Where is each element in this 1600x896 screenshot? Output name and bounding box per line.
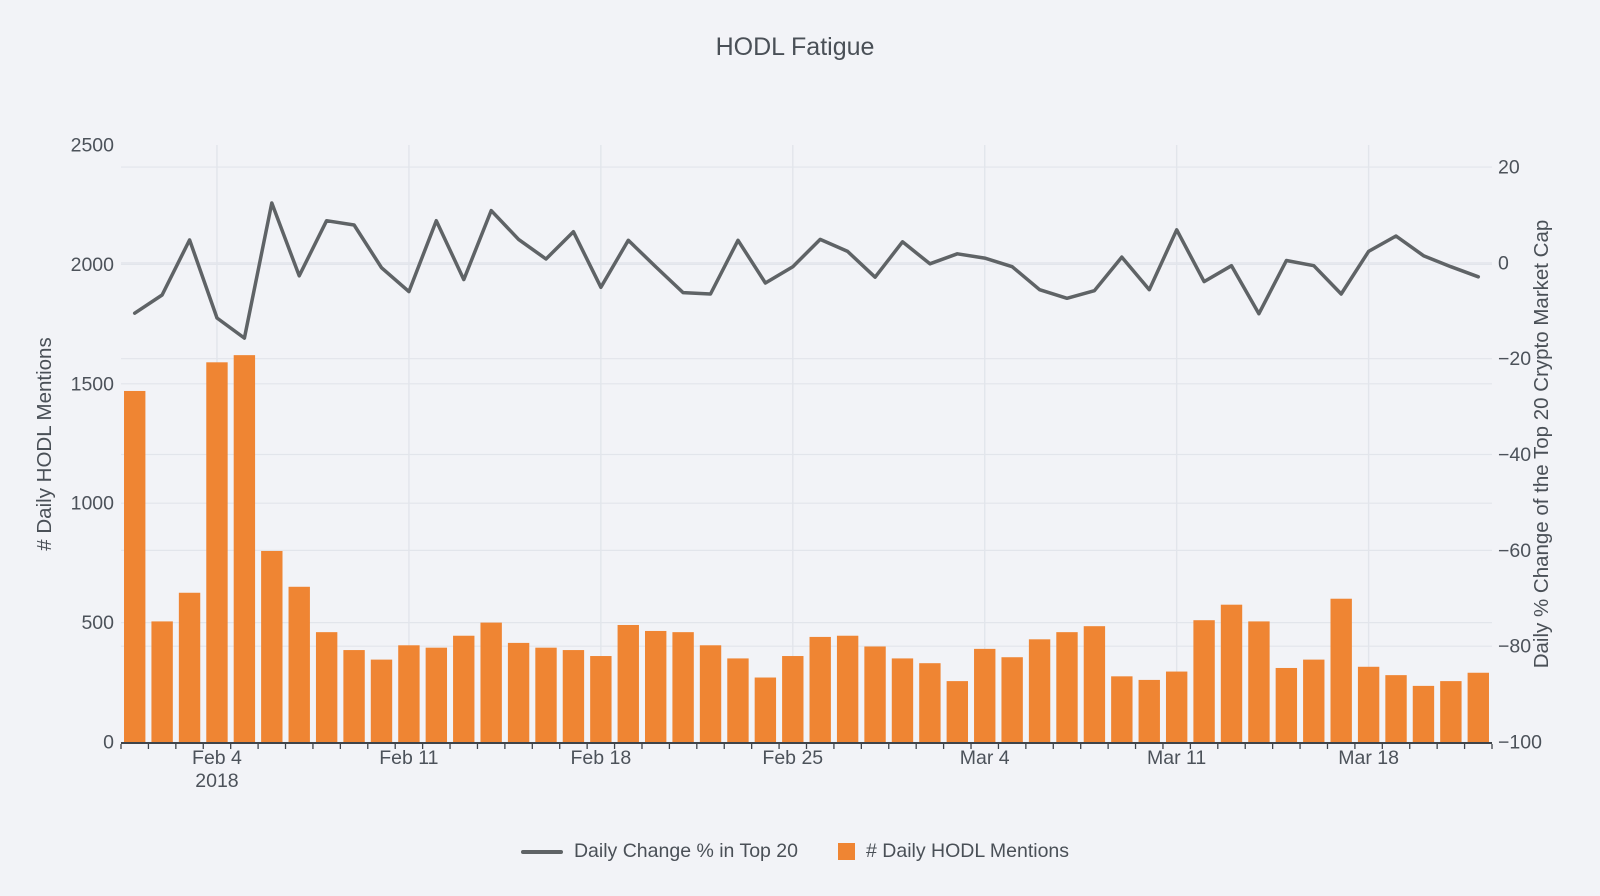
right-y-tick-label: −100 [1498, 732, 1542, 754]
line-daily-change [132, 201, 1481, 340]
bar-mar-12 [1193, 620, 1215, 742]
left-y-tick-label: 0 [103, 732, 114, 754]
bar-feb-16 [535, 647, 557, 742]
bar-feb-6 [261, 550, 283, 742]
x-tick-label: Feb 25 [762, 747, 823, 769]
bar-feb-24 [754, 677, 777, 742]
left-y-tick-label: 500 [81, 612, 114, 634]
bar-mar-17 [1330, 598, 1352, 742]
legend-item-line[interactable]: Daily Change % in Top 20 [520, 840, 798, 863]
bar-mar-3 [946, 681, 969, 742]
bar-swatch-icon [838, 843, 855, 860]
bar-mar-9 [1111, 676, 1133, 742]
bar-feb-26 [809, 636, 831, 742]
bar-feb-28 [864, 646, 886, 742]
right-y-tick-label: −20 [1498, 348, 1531, 370]
bar-mar-19 [1385, 675, 1407, 742]
bar-feb-5 [233, 355, 256, 742]
bar-mar-16 [1303, 659, 1325, 742]
bar-mar-14 [1248, 621, 1270, 742]
bar-feb-15 [507, 642, 530, 742]
bar-feb-14 [480, 622, 502, 742]
legend-item-bar[interactable]: # Daily HODL Mentions [838, 840, 1069, 863]
left-y-tick-label: 1500 [71, 373, 115, 395]
bar-feb-19 [617, 624, 639, 742]
legend-label-bar: # Daily HODL Mentions [866, 840, 1070, 862]
bar-mar-2 [919, 663, 941, 742]
left-y-tick-label: 2000 [71, 254, 115, 276]
bar-feb-9 [343, 650, 365, 742]
right-y-tick-label: −60 [1498, 540, 1531, 562]
bar-mar-10 [1138, 679, 1160, 742]
bar-mar-7 [1056, 632, 1078, 742]
bar-mar-1 [891, 658, 914, 742]
bar-feb-25 [782, 656, 804, 742]
bar-mar-4 [974, 648, 996, 742]
bar-feb-17 [562, 650, 585, 742]
bar-feb-13 [453, 635, 475, 742]
bar-feb-20 [644, 630, 667, 742]
bar-mar-21 [1440, 681, 1462, 742]
bar-mar-20 [1412, 685, 1435, 742]
bar-mar-6 [1028, 639, 1051, 742]
bar-feb-10 [370, 659, 393, 742]
bar-mar-11 [1165, 671, 1188, 742]
left-y-tick-label: 1000 [71, 493, 115, 515]
bar-feb-8 [315, 632, 338, 742]
bar-feb-7 [288, 586, 310, 742]
bar-feb-12 [425, 647, 448, 742]
bar-mar-18 [1357, 666, 1380, 742]
x-tick-label: Feb 11 [379, 747, 438, 769]
chart-title: HODL Fatigue [715, 33, 875, 61]
bar-feb-18 [590, 656, 612, 742]
legend-label-line: Daily Change % in Top 20 [573, 840, 798, 862]
bar-mar-22 [1467, 672, 1489, 742]
right-y-tick-label: −40 [1498, 444, 1531, 466]
x-tick-label: Feb 4 [192, 747, 242, 769]
legend: Daily Change % in Top 20 # Daily HODL Me… [0, 840, 1590, 863]
bar-mar-15 [1275, 667, 1298, 742]
x-tick-year-label: 2018 [195, 770, 238, 792]
right-y-tick-label: 0 [1498, 252, 1509, 274]
bar-feb-22 [699, 645, 722, 742]
right-y-tick-label: −80 [1498, 636, 1531, 658]
bar-feb-21 [672, 632, 694, 742]
x-tick-label: Mar 18 [1338, 747, 1399, 769]
bar-mar-8 [1083, 626, 1106, 742]
x-tick-label: Mar 4 [960, 747, 1010, 769]
right-axis-title: Daily % Change of the Top 20 Crypto Mark… [1530, 219, 1553, 669]
bar-feb-23 [727, 658, 749, 742]
bar-feb-3 [178, 592, 201, 742]
x-tick-label: Feb 18 [570, 747, 631, 769]
left-y-tick-label: 2500 [71, 135, 115, 157]
line-swatch-icon [520, 849, 563, 854]
bar-feb-27 [836, 635, 859, 742]
bar-feb-1 [124, 390, 146, 742]
bar-mar-5 [1001, 657, 1023, 742]
bar-feb-4 [206, 362, 228, 742]
bar-feb-2 [151, 621, 173, 742]
x-tick-label: Mar 11 [1147, 747, 1206, 769]
left-axis-title: # Daily HODL Mentions [33, 337, 56, 551]
bar-mar-13 [1220, 604, 1243, 742]
right-y-tick-label: 20 [1498, 157, 1520, 179]
bar-feb-11 [398, 645, 420, 742]
